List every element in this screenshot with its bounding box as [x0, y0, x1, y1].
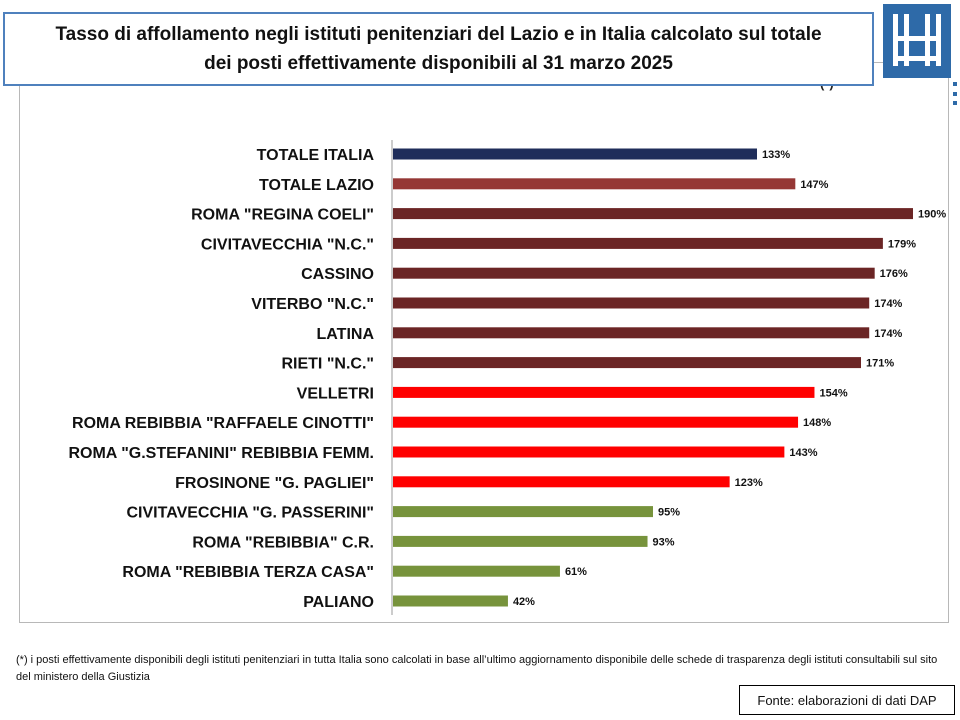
category-label: CASSINO — [301, 266, 374, 283]
category-label: VELLETRI — [297, 385, 374, 402]
chart-area: TOTALE ITALIA 133% TOTALE LAZIO 147% ROMA "R… — [19, 62, 949, 623]
data-label: 179% — [888, 238, 916, 250]
bar — [393, 535, 648, 547]
bar — [393, 506, 653, 518]
data-label: 174% — [874, 298, 902, 310]
bar — [393, 565, 560, 577]
data-label: 190% — [918, 209, 946, 221]
bar — [393, 476, 730, 488]
category-label: TOTALE LAZIO — [259, 177, 374, 194]
category-label: TOTALE ITALIA — [257, 147, 375, 164]
bar — [393, 595, 508, 607]
bar — [393, 386, 815, 398]
category-label: FROSINONE "G. PAGLIEI" — [175, 475, 374, 492]
footnote: (*) i posti effettivamente disponibili d… — [16, 654, 938, 683]
category-label: ROMA "REBIBBIA TERZA CASA" — [122, 564, 374, 581]
data-label: 123% — [735, 477, 763, 489]
category-label: LATINA — [317, 326, 375, 343]
bar — [393, 357, 861, 369]
category-label: ROMA "G.STEFANINI" REBIBBIA FEMM. — [68, 445, 374, 462]
data-label: 174% — [874, 328, 902, 340]
data-label: 176% — [880, 268, 908, 280]
category-label: CIVITAVECCHIA "G. PASSERINI" — [127, 505, 375, 522]
source-label: Fonte: elaborazioni di dati DAP — [739, 685, 955, 715]
bar — [393, 297, 870, 309]
category-label: ROMA "REBIBBIA" C.R. — [192, 534, 374, 551]
data-label: 42% — [513, 596, 535, 608]
bar — [393, 446, 785, 458]
category-label: ROMA "REGINA COELI" — [191, 207, 374, 224]
data-label: 95% — [658, 507, 680, 519]
category-label: CIVITAVECCHIA "N.C." — [201, 236, 374, 253]
data-label: 148% — [803, 417, 831, 429]
bar — [393, 237, 883, 249]
bar — [393, 208, 913, 220]
bar — [393, 178, 796, 190]
data-label: 93% — [653, 536, 675, 548]
category-label: RIETI "N.C." — [281, 356, 374, 373]
bar — [393, 327, 870, 339]
data-label: 133% — [762, 149, 790, 161]
chart-title: Tasso di affollamento negli istituti pen… — [55, 24, 822, 74]
logo-emblem — [883, 4, 957, 105]
category-label: PALIANO — [303, 594, 374, 611]
category-label: VITERBO "N.C." — [251, 296, 374, 313]
title-box: Tasso di affollamento negli istituti pen… — [3, 12, 874, 86]
data-label: 154% — [819, 387, 847, 399]
bar — [393, 416, 799, 428]
data-label: 61% — [565, 566, 587, 578]
data-label: 147% — [800, 179, 828, 191]
bar — [393, 267, 875, 279]
data-label: 171% — [866, 358, 894, 370]
bar-chart: TOTALE ITALIA 133% TOTALE LAZIO 147% ROMA "R… — [68, 140, 946, 615]
logo — [883, 4, 959, 106]
bar — [393, 148, 757, 160]
category-label: ROMA REBIBBIA "RAFFAELE CINOTTI" — [72, 415, 374, 432]
data-label: 143% — [789, 447, 817, 459]
